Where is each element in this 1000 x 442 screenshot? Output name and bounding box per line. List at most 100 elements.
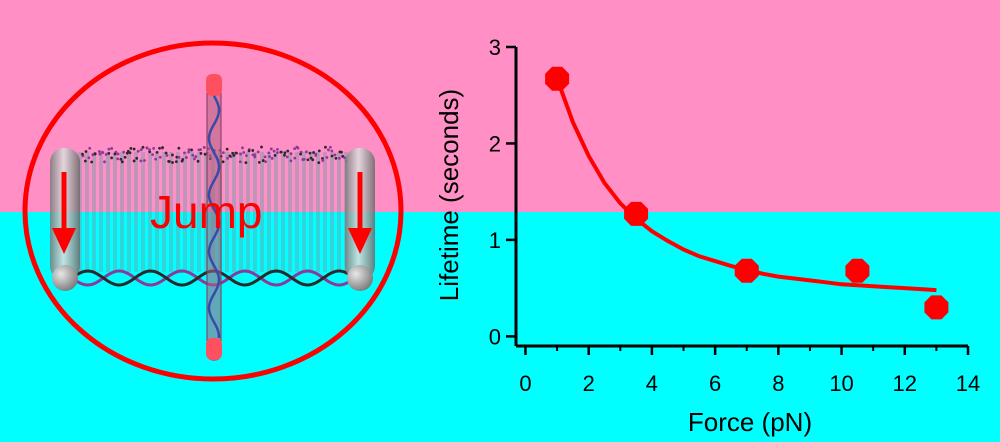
fringe-dot <box>104 153 108 156</box>
membrane-bar <box>162 152 166 272</box>
fringe-dot <box>148 148 151 152</box>
fringe-dot <box>191 153 195 157</box>
dotted-fringe <box>81 145 348 165</box>
fringe-dot <box>148 150 152 154</box>
fringe-dot <box>314 153 318 157</box>
jump-label: Jump <box>150 186 262 238</box>
chart-axes <box>514 47 968 348</box>
fringe-dot <box>110 147 114 150</box>
membrane-bar <box>267 152 271 272</box>
x-tick-label: 10 <box>829 371 853 396</box>
fringe-dot <box>257 160 261 164</box>
fringe-dot <box>101 151 105 155</box>
fringe-dot <box>88 146 92 150</box>
fringe-dot <box>253 153 257 157</box>
fringe-dot <box>333 153 337 157</box>
fringe-dot <box>199 152 203 155</box>
fringe-dot <box>327 148 330 152</box>
fringe-dot <box>193 157 196 161</box>
fringe-dot <box>203 152 207 156</box>
fringe-dot <box>305 150 308 154</box>
vertical-rod <box>206 74 222 361</box>
fringe-dot <box>194 155 198 158</box>
fringe-dot <box>107 147 111 151</box>
fringe-dot <box>187 148 191 152</box>
fringe-dot <box>171 153 174 157</box>
fringe-dot <box>139 148 143 152</box>
data-point <box>924 295 949 320</box>
membrane-bar <box>127 152 131 272</box>
fringe-dot <box>289 159 293 163</box>
fringe-dot <box>270 156 274 160</box>
fringe-dot <box>196 159 200 163</box>
fringe-dot <box>283 153 286 157</box>
fringe-dot <box>158 155 162 159</box>
left-bead <box>52 265 78 291</box>
fringe-dot <box>242 151 246 154</box>
fringe-dot <box>180 159 184 163</box>
membrane-bar <box>190 152 194 272</box>
fringe-dot <box>97 150 101 153</box>
y-tick-label: 1 <box>489 228 501 253</box>
membrane-bar <box>106 152 110 272</box>
fringe-dot <box>263 155 267 159</box>
y-tick-label: 3 <box>489 35 501 60</box>
fringe-dot <box>158 146 161 150</box>
fringe-dot <box>334 156 338 160</box>
membrane-bar <box>281 152 285 272</box>
data-point <box>624 201 649 226</box>
data-point <box>545 66 570 91</box>
fringe-dot <box>155 151 159 154</box>
fringe-dot <box>328 145 332 149</box>
fringe-dot <box>253 155 257 159</box>
fringe-dot <box>113 152 117 156</box>
membrane-bar <box>148 152 152 272</box>
fringe-dot <box>285 155 289 159</box>
x-tick-label: 12 <box>893 371 917 396</box>
fringe-dot <box>293 156 297 160</box>
y-tick-label: 0 <box>489 324 501 349</box>
membrane-bar <box>141 152 145 272</box>
membrane-bar <box>337 152 341 272</box>
membrane-bar <box>239 152 243 272</box>
fringe-dot <box>324 145 327 149</box>
fringe-dot <box>330 154 334 158</box>
fringe-dot <box>279 150 283 154</box>
membrane-bar <box>260 152 264 272</box>
fringe-dot <box>244 161 248 165</box>
fringe-dot <box>199 148 202 152</box>
fringe-dot <box>81 152 84 156</box>
x-axis-title: Force (pN) <box>688 407 812 437</box>
fringe-dot <box>286 149 290 153</box>
fringe-dot <box>276 147 279 151</box>
fringe-dot <box>143 159 146 162</box>
fringe-dot <box>91 153 95 157</box>
fringe-dot <box>98 152 102 156</box>
membrane-bar <box>302 152 306 272</box>
fringe-dot <box>177 146 181 150</box>
fringe-dot <box>289 152 293 156</box>
x-tick-label: 14 <box>956 371 980 396</box>
fringe-dot <box>87 156 91 160</box>
membrane-bar <box>169 152 173 272</box>
membrane-bar <box>246 152 250 272</box>
fringe-dot <box>309 156 313 160</box>
x-tick-label: 0 <box>519 371 531 396</box>
membrane-bar <box>253 152 257 272</box>
fringe-dot <box>139 159 143 163</box>
fringe-dot <box>241 146 244 150</box>
fringe-dot <box>260 145 263 149</box>
membrane-bar <box>225 152 229 272</box>
x-tick-label: 4 <box>646 371 658 396</box>
fringe-dot <box>264 160 267 164</box>
fringe-dot <box>174 160 178 164</box>
fringe-dot <box>234 151 238 155</box>
membrane-bar <box>176 152 180 272</box>
fringe-dot <box>341 154 345 158</box>
fringe-dot <box>107 152 111 155</box>
down-arrow-icon <box>52 172 76 254</box>
fringe-dot <box>161 146 165 149</box>
fringe-dot <box>122 150 126 154</box>
